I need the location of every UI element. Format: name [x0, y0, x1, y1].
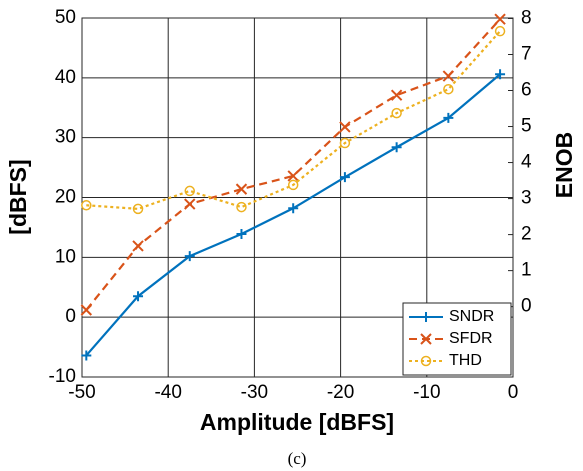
y-tick-label: 20: [55, 187, 76, 208]
marker: [236, 228, 247, 239]
marker: [287, 170, 299, 182]
y2-axis-label: ENOB: [551, 132, 577, 198]
x-tick-label: -50: [68, 382, 95, 403]
y-axis-label: [dBFS]: [5, 159, 31, 234]
marker: [132, 203, 144, 215]
marker: [184, 185, 195, 197]
x-tick-label: 0: [508, 382, 519, 403]
y2-tick-label: 1: [521, 260, 532, 281]
y2-tick-label: 3: [521, 188, 532, 209]
y2-tick-label: 6: [521, 80, 532, 101]
y2-tick-label: 0: [521, 296, 532, 317]
y2-tick-label: 2: [521, 224, 532, 245]
marker: [442, 70, 455, 82]
y-tick-label: 10: [55, 246, 76, 267]
marker: [494, 25, 506, 37]
marker: [133, 291, 144, 302]
marker: [443, 83, 454, 95]
marker: [421, 312, 431, 322]
marker: [235, 183, 248, 195]
marker: [339, 137, 351, 149]
marker: [494, 13, 506, 25]
marker: [184, 251, 195, 262]
marker: [81, 350, 92, 361]
x-tick-label: -20: [327, 382, 354, 403]
y-tick-label: 50: [55, 7, 76, 28]
series-line: [86, 30, 501, 210]
y2-tick-label: 4: [521, 152, 532, 173]
x-tick-label: -30: [241, 382, 268, 403]
caption: (c): [288, 449, 307, 468]
y-tick-label: 30: [55, 127, 76, 148]
y2-tick-label: 5: [521, 116, 532, 137]
marker: [391, 142, 402, 153]
marker: [80, 304, 93, 316]
marker: [236, 201, 247, 213]
x-tick-label: -10: [413, 382, 440, 403]
legend-label: SFDR: [449, 330, 493, 347]
marker: [495, 69, 506, 80]
y-tick-label: 0: [65, 306, 76, 327]
marker: [132, 240, 144, 252]
marker: [288, 203, 299, 214]
plot-frame: [81, 17, 514, 378]
x-tick-label: -40: [154, 382, 181, 403]
marker: [443, 112, 454, 123]
legend-box: [402, 302, 512, 376]
legend-label: SNDR: [449, 308, 494, 325]
marker: [391, 107, 402, 119]
marker: [390, 89, 403, 101]
marker: [420, 355, 432, 367]
y2-tick-label: 7: [521, 44, 532, 65]
legend-label: THD: [449, 352, 482, 369]
marker: [420, 333, 432, 345]
marker: [184, 198, 196, 210]
marker: [339, 121, 351, 133]
x-axis-label: Amplitude [dBFS]: [200, 409, 394, 435]
marker: [81, 200, 92, 211]
marker: [339, 172, 350, 183]
y2-tick-label: 8: [521, 7, 532, 28]
y-tick-label: 40: [55, 67, 76, 88]
marker: [287, 179, 299, 191]
y-tick-label: -10: [49, 366, 76, 387]
series-line: [85, 18, 501, 311]
